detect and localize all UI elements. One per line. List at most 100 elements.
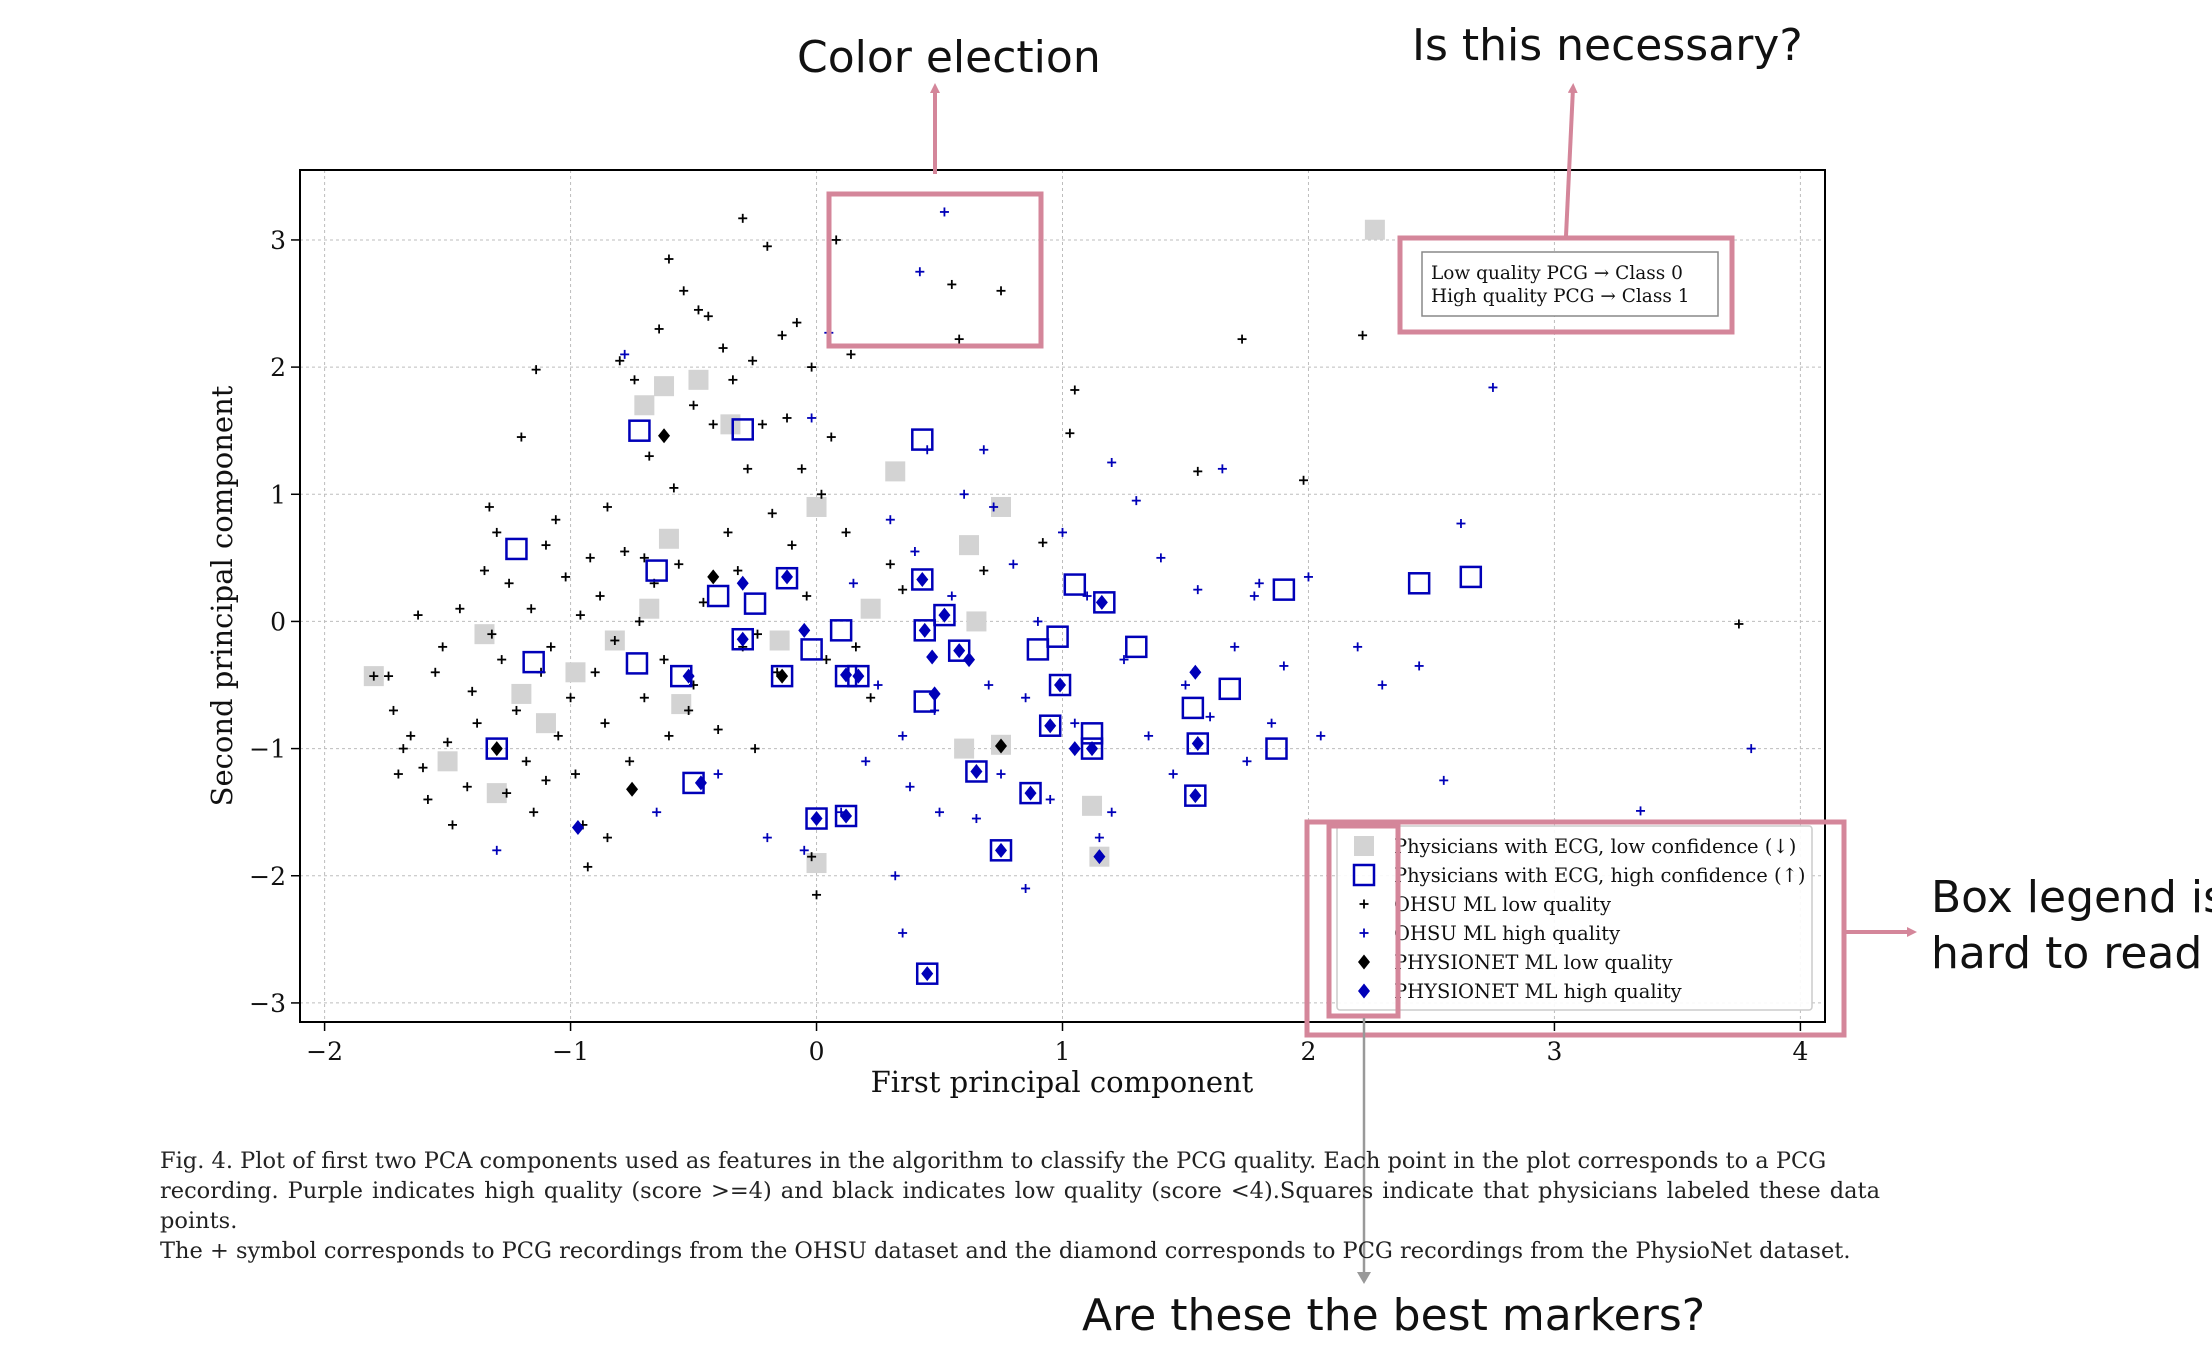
data-point [546, 642, 556, 652]
data-point [448, 820, 457, 830]
data-point [529, 807, 539, 817]
data-point [679, 286, 689, 296]
data-point [757, 419, 767, 429]
data-point [1095, 594, 1108, 610]
data-point [531, 365, 541, 375]
data-point [989, 502, 999, 512]
data-point [541, 775, 551, 785]
data-point [437, 751, 458, 772]
data-point [698, 597, 708, 607]
data-point [1080, 722, 1104, 745]
y-axis-label: Second principal component [205, 385, 239, 806]
data-point [1191, 736, 1204, 752]
data-point [664, 254, 674, 264]
data-point [1746, 744, 1756, 754]
data-point [1093, 849, 1106, 865]
data-point [979, 445, 989, 455]
data-point [600, 718, 610, 728]
data-point [1217, 464, 1227, 474]
data-point [840, 667, 853, 683]
data-point [479, 566, 489, 576]
data-point [736, 631, 749, 647]
data-point [860, 598, 881, 619]
data-point [731, 418, 754, 441]
data-point [991, 496, 1012, 517]
data-point [995, 842, 1008, 858]
class-mapping-box: Low quality PCG → Class 0 High quality P… [1421, 251, 1719, 317]
data-point [625, 756, 635, 766]
data-point [1237, 334, 1247, 344]
data-point [1242, 756, 1252, 766]
data-point [630, 375, 640, 385]
annotation-box-class [1397, 235, 1735, 335]
data-point [406, 731, 416, 741]
data-point [762, 241, 772, 251]
axis-ticks: −2 −1 0 1 2 3 4 −3 −2 −1 0 1 2 3 [249, 226, 1808, 1066]
data-point [1299, 475, 1309, 485]
data-point [890, 871, 900, 881]
legend-marker [1358, 954, 1370, 970]
data-point [504, 578, 514, 588]
annotation-best-markers: Are these the best markers? [1082, 1290, 1706, 1341]
data-point [723, 527, 733, 537]
y-tick-label: 1 [270, 480, 286, 509]
data-point [486, 783, 507, 804]
data-point [996, 769, 1006, 779]
data-point [384, 671, 394, 681]
legend-marker [1354, 836, 1374, 856]
data-point [1119, 655, 1129, 665]
data-point [551, 515, 561, 525]
data-point [521, 756, 531, 766]
data-point [1070, 718, 1080, 728]
data-point [674, 559, 684, 569]
data-point [688, 369, 709, 390]
class-box-line1: Low quality PCG → Class 0 [1431, 263, 1683, 284]
data-point [731, 627, 754, 651]
data-point [492, 527, 502, 537]
data-point [505, 537, 528, 561]
data-point [898, 928, 908, 938]
series-ohsu-ml-low-quality [369, 213, 1744, 900]
data-point [490, 741, 503, 757]
data-point [484, 502, 494, 512]
data-point [954, 738, 975, 759]
data-point [1439, 775, 1449, 785]
annotation-arrowhead-markers [1357, 1272, 1371, 1284]
data-point [1054, 677, 1067, 693]
data-point [1189, 788, 1202, 804]
data-point [443, 737, 453, 747]
data-point [1021, 693, 1031, 703]
data-point [658, 428, 671, 444]
data-point [911, 568, 934, 591]
data-point [682, 771, 705, 795]
data-point [620, 546, 630, 556]
data-point [1144, 731, 1154, 741]
series-physionet-ml-high-quality [571, 569, 1204, 982]
data-point [782, 413, 792, 423]
data-point [585, 553, 595, 563]
data-point [979, 566, 989, 576]
data-point [645, 559, 668, 582]
data-point [472, 718, 482, 728]
data-point [708, 419, 718, 429]
data-point [846, 349, 856, 359]
data-point [898, 731, 908, 741]
series-physionet-ml-low-quality [490, 428, 1008, 797]
data-point [418, 763, 428, 773]
data-point [455, 604, 465, 614]
data-point [625, 652, 649, 675]
data-point [1189, 664, 1202, 680]
legend-label: PHYSIONET ML high quality [1394, 980, 1682, 1003]
data-point [873, 680, 883, 690]
data-point [792, 318, 802, 328]
data-point [1125, 635, 1148, 659]
data-point [1414, 661, 1424, 671]
data-point [798, 622, 811, 638]
data-point [816, 489, 826, 499]
data-point [654, 376, 675, 397]
data-point [1107, 457, 1117, 467]
data-point [775, 566, 799, 590]
data-point [718, 343, 728, 353]
legend-marker [1359, 899, 1369, 909]
data-point [474, 624, 495, 645]
